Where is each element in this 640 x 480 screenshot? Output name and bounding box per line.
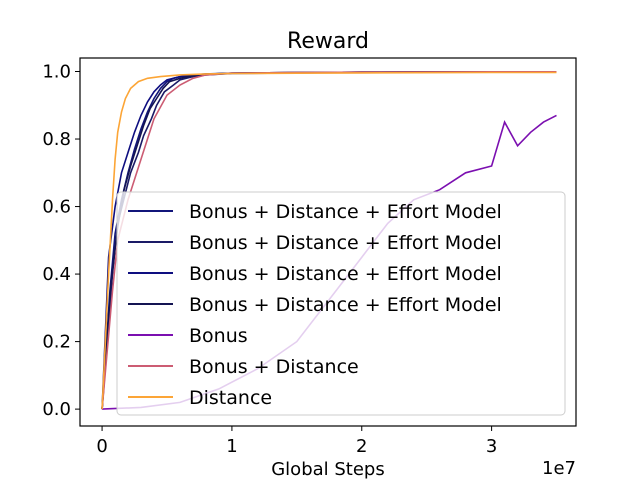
legend-label: Distance [189,387,272,409]
x-axis: 0 1 2 3 [96,426,497,457]
legend-label: Bonus + Distance + Effort Model [189,232,502,254]
y-tick-label: 0.0 [42,399,71,420]
x-tick-label: 2 [356,436,367,457]
legend-label: Bonus + Distance [189,356,359,378]
y-tick-label: 0.6 [42,197,71,218]
legend: Bonus + Distance + Effort Model Bonus + D… [116,191,566,416]
y-tick-label: 1.0 [42,62,71,83]
y-axis: 0.0 0.2 0.4 0.6 0.8 1.0 [42,62,80,420]
legend-label: Bonus + Distance + Effort Model [189,201,502,223]
x-tick-label: 3 [486,436,497,457]
y-tick-label: 0.2 [42,332,71,353]
plot-frame [79,57,577,427]
series-line-6 [101,71,557,410]
x-axis-label: Global Steps [271,459,385,480]
legend-box [116,191,566,416]
x-tick-label: 0 [96,436,107,457]
chart-title: Reward [287,29,369,54]
y-tick-label: 0.8 [42,129,71,150]
legend-label: Bonus + Distance + Effort Model [189,294,502,316]
x-axis-scale-label: 1e7 [542,458,576,479]
legend-label: Bonus [189,325,248,347]
x-tick-label: 1 [226,436,237,457]
legend-label: Bonus + Distance + Effort Model [189,263,502,285]
y-tick-label: 0.4 [42,264,71,285]
